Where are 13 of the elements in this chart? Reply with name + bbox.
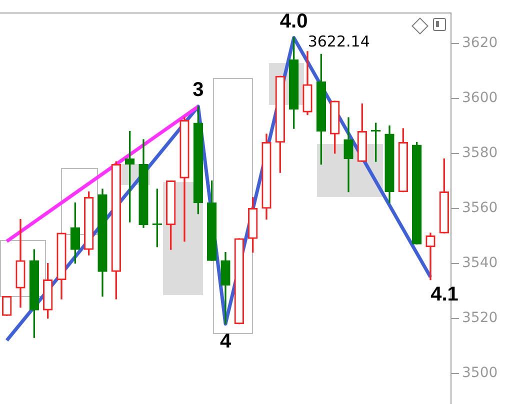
y-tick-label: 3540 [462, 254, 498, 271]
annotation: 3622.14 [308, 32, 370, 51]
candlestick [426, 232, 436, 280]
y-tick-label: 3500 [462, 364, 498, 381]
y-tick-label: 3600 [462, 90, 498, 106]
annotation: 4 [220, 330, 232, 352]
annotation: 4.1 [430, 284, 458, 306]
y-tick-label: 3560 [462, 200, 498, 216]
y-tick-label: 3620 [462, 34, 498, 51]
y-tick-label: 3580 [462, 144, 498, 161]
y-tick-label: 3520 [462, 310, 498, 326]
annotation: 4.0 [280, 10, 308, 32]
annotation: 3 [192, 79, 204, 102]
